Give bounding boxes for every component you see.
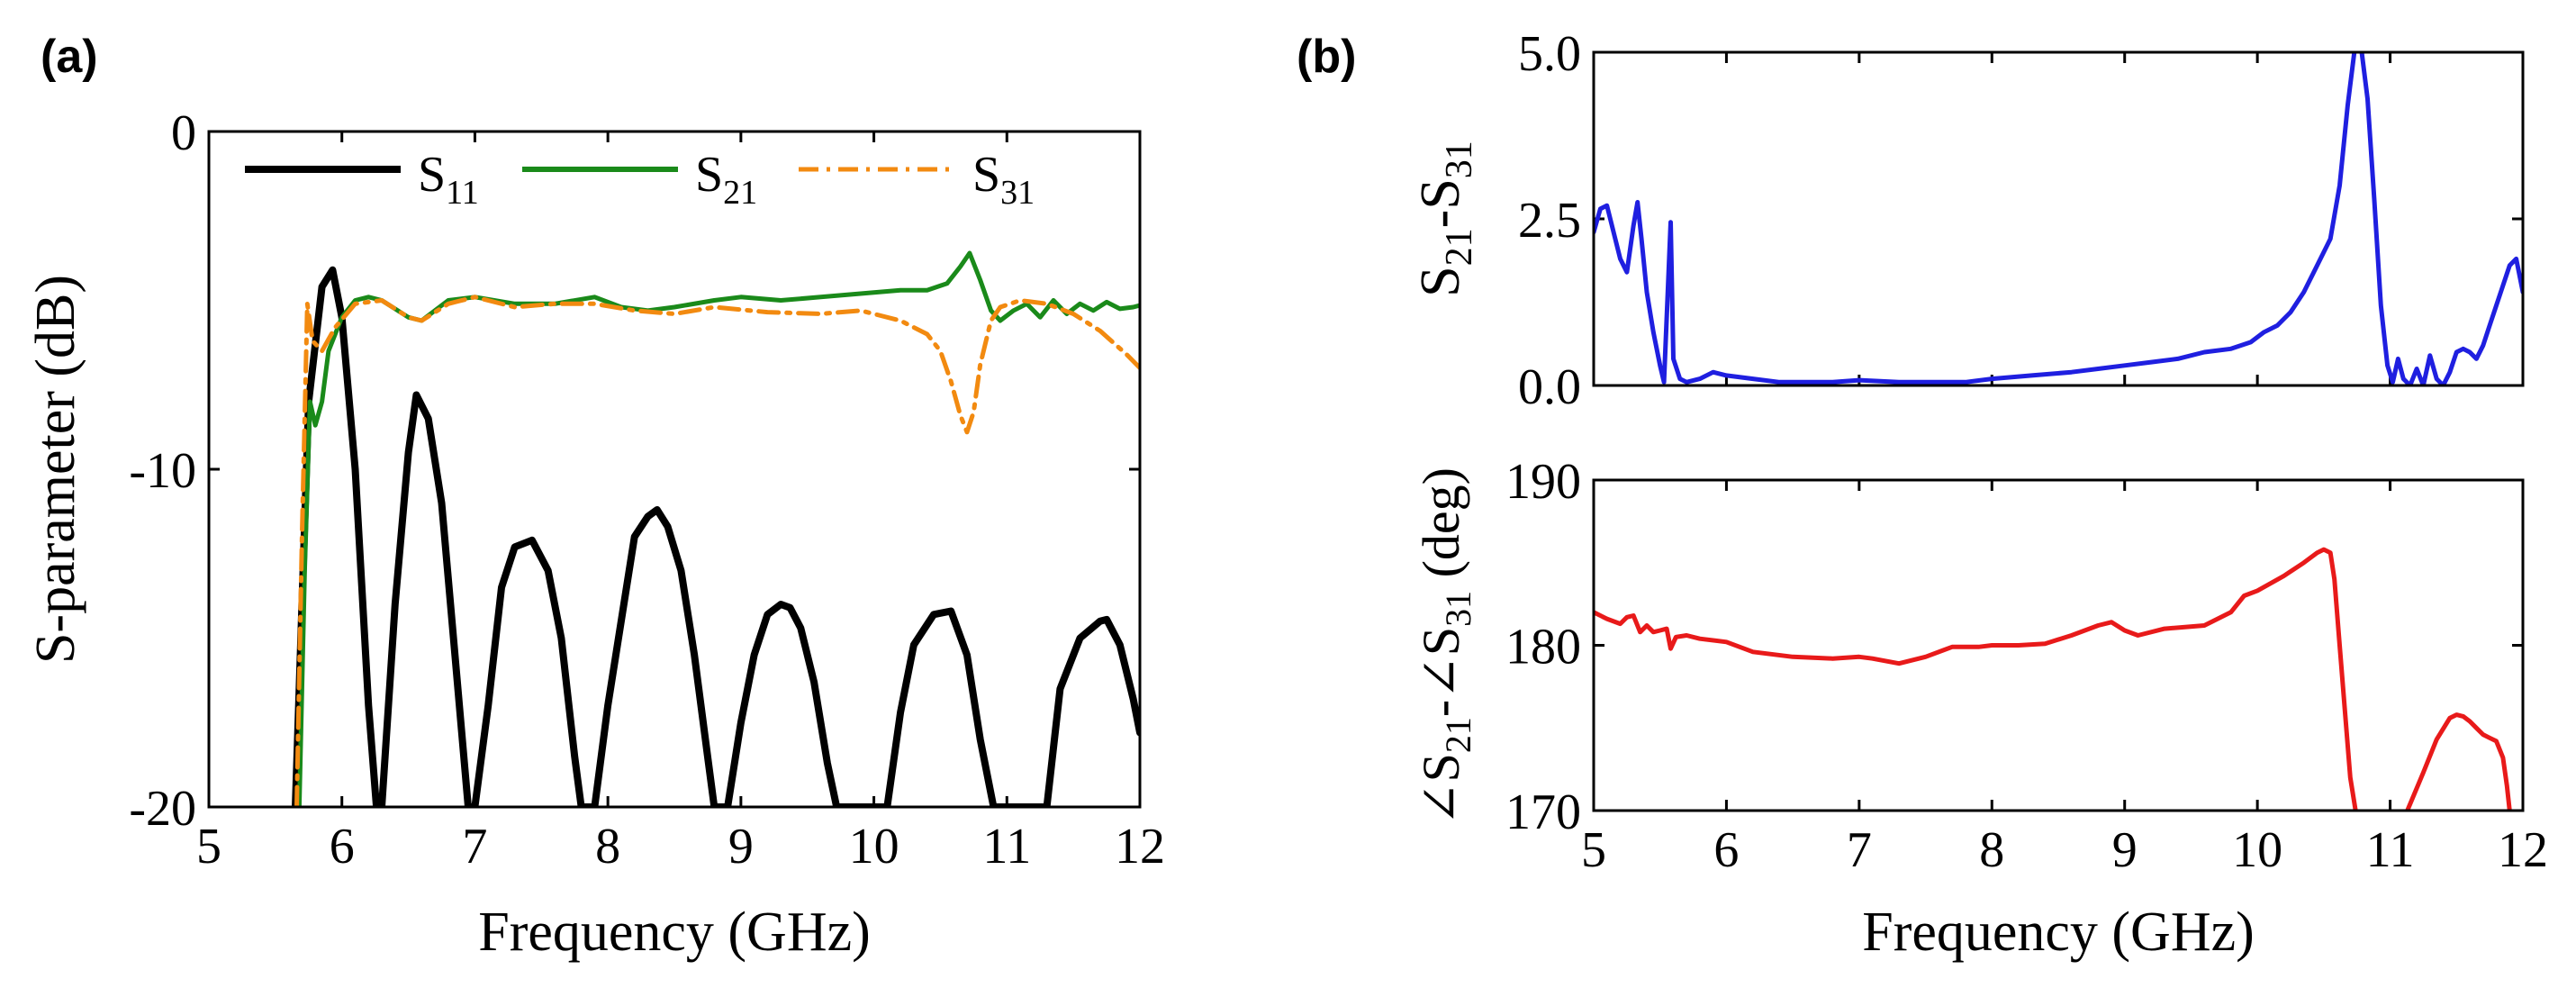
legend-s21-label: S21	[695, 147, 757, 212]
panel-label-b: (b)	[1297, 31, 1356, 83]
panel-b-bottom-y-tick-label: 170	[1505, 784, 1581, 840]
panel-a-x-tick-label: 8	[595, 819, 620, 875]
panel-b-top-y-axis-label: S21-S31	[1410, 140, 1480, 297]
panel-a-series	[292, 250, 1140, 807]
series-line-s21	[296, 250, 1140, 807]
panel-a-x-tick-label: 12	[1115, 819, 1165, 875]
panel-b-bottom-y-tick-label: 190	[1505, 454, 1581, 510]
panel-a-y-tick-label: -20	[129, 781, 196, 837]
series-line-s31	[294, 295, 1140, 807]
panel-b-bottom-x-tick-label: 10	[2232, 822, 2282, 878]
panel-b-bottom-x-tick-label: 8	[1979, 822, 2004, 878]
panel-b-top-frame	[1592, 50, 2525, 387]
panel-b-bottom-x-tick-label: 6	[1713, 822, 1739, 878]
panel-a-ticks: 5 6 7 8 9 10 11 12 0 -10 -20	[129, 105, 1165, 875]
panel-b-bottom-x-tick-label: 12	[2498, 822, 2548, 878]
panel-a-legend: S11 S21 S31	[245, 147, 1035, 212]
panel-b-top-y-tick-label: 2.5	[1518, 193, 1581, 249]
panel-b-top-ticks: 0.0 2.5 5.0	[1518, 26, 2525, 415]
panel-b-bottom-x-tick-label: 9	[2112, 822, 2138, 878]
panel-b-bottom-x-tick-label: 11	[2366, 822, 2415, 878]
legend-s31-label: S31	[972, 147, 1035, 212]
panel-b-bottom-phase-difference: 5 6 7 8 9 10 11 12 170 180 190 Frequency (GHz) ∠S2…	[1412, 454, 2548, 963]
panel-a-s-parameters: 5 6 7 8 9 10 11 12 0 -10 -20 S11 S21 S31 Frequency…	[25, 105, 1165, 963]
panel-b-bottom-series	[1594, 547, 2512, 811]
panel-b-bottom-x-tick-label: 5	[1581, 822, 1606, 878]
panel-b-top-y-tick-label: 5.0	[1518, 26, 1581, 82]
panel-a-x-axis-label: Frequency (GHz)	[478, 902, 871, 963]
panel-b-top-magnitude-difference: 0.0 2.5 5.0 S21-S31	[1410, 26, 2525, 415]
panel-a-x-tick-label: 5	[196, 819, 221, 875]
panel-b-bottom-ticks: 5 6 7 8 9 10 11 12 170 180 190	[1505, 454, 2548, 878]
panel-a-y-tick-label: 0	[171, 105, 196, 161]
panel-a-x-tick-label: 7	[462, 819, 487, 875]
panel-b-top-y-tick-label: 0.0	[1518, 359, 1581, 415]
panel-a-x-tick-label: 6	[330, 819, 355, 875]
panel-b-bottom-y-tick-label: 180	[1505, 620, 1581, 675]
panel-b-top-series	[1594, 52, 2523, 385]
series-line-s11	[292, 266, 1140, 807]
legend-s11-label: S11	[418, 147, 479, 212]
series-line-s21-s31	[1594, 52, 2523, 385]
panel-label-a: (a)	[41, 31, 98, 83]
panel-b-bottom-frame	[1592, 478, 2525, 812]
series-line--s21-s31-part-2-	[2405, 712, 2512, 811]
panel-b-bottom-x-tick-label: 7	[1847, 822, 1872, 878]
panel-b-bottom-x-axis-label: Frequency (GHz)	[1862, 902, 2255, 963]
panel-a-frame	[207, 130, 1142, 809]
panel-b-bottom-y-axis-label: ∠S21-∠S31 (deg)	[1412, 467, 1478, 826]
panel-a-y-tick-label: -10	[129, 443, 196, 499]
panel-a-y-axis-label: S-parameter (dB)	[25, 275, 86, 664]
series-line--s21-s31-part-1-	[1594, 547, 2358, 811]
panel-a-x-tick-label: 11	[982, 819, 1031, 875]
panel-a-x-tick-label: 9	[728, 819, 754, 875]
panel-a-x-tick-label: 10	[849, 819, 899, 875]
